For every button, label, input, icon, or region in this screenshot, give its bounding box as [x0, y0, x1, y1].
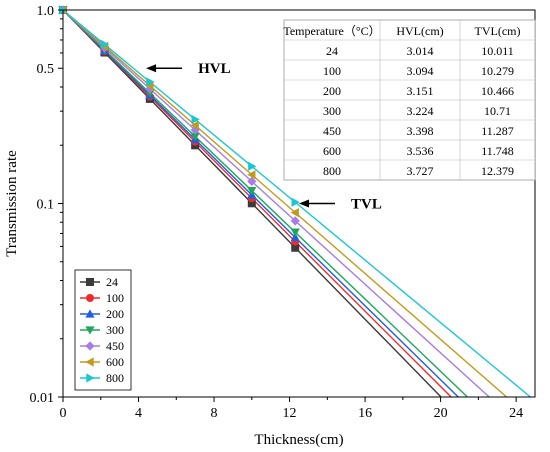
table-cell: 800	[323, 164, 341, 178]
series-line-450	[62, 9, 490, 398]
x-tick-label: 16	[358, 406, 372, 421]
table-cell: 200	[323, 84, 341, 98]
data-point-800-4	[248, 161, 257, 171]
table-header-cell: TVL(cm)	[475, 24, 521, 38]
legend-label-450: 450	[106, 339, 124, 353]
table-cell: 3.151	[407, 84, 434, 98]
table-cell: 600	[323, 144, 341, 158]
table-cell: 10.279	[481, 64, 514, 78]
data-point-600-3	[190, 120, 199, 130]
series-markers	[58, 5, 300, 252]
table-cell: 3.224	[407, 104, 434, 118]
series-line-600	[62, 9, 508, 398]
x-tick-label: 4	[135, 406, 142, 421]
table-header-cell: Temperature（°C）	[283, 24, 380, 38]
table-cell: 100	[323, 64, 341, 78]
legend-marker-800	[86, 373, 95, 383]
data-point-600-4	[247, 170, 256, 180]
legend-label-100: 100	[106, 291, 124, 305]
y-tick-label: 0.1	[37, 198, 55, 213]
x-tick-label: 12	[283, 406, 297, 421]
data-point-300-4	[247, 186, 257, 196]
y-axis-title: Transmission rate	[4, 150, 20, 257]
y-tick-label: 0.01	[30, 391, 55, 406]
table-cell: 12.379	[481, 164, 514, 178]
x-tick-label: 24	[509, 406, 523, 421]
data-point-450-4	[247, 176, 257, 187]
data-point-450-5	[290, 216, 300, 226]
data-point-24-4	[247, 199, 256, 208]
table-cell: 10.011	[481, 44, 514, 58]
series-line-300	[62, 9, 468, 398]
table-cell: 10.466	[481, 84, 514, 98]
data-point-800-3	[191, 114, 200, 125]
legend-marker-100	[86, 294, 94, 302]
legend-label-300: 300	[106, 323, 124, 337]
legend-marker-24	[86, 278, 94, 286]
data-point-300-5	[290, 228, 300, 237]
annotation-arrowhead	[146, 64, 157, 73]
data-point-800-2	[146, 77, 155, 87]
legend-label-24: 24	[106, 275, 118, 289]
data-point-200-5	[290, 232, 300, 242]
data-point-300-2	[145, 89, 155, 98]
table-cell: 3.536	[407, 144, 434, 158]
data-point-800-5	[291, 197, 300, 207]
table-cell: 11.748	[481, 144, 514, 158]
table-cell: 10.71	[484, 104, 511, 118]
legend: 24 100 200 300 450 600 800	[74, 269, 132, 391]
annotation-hvl: HVL	[198, 61, 231, 77]
series-line-200	[62, 9, 459, 398]
legend-marker-450	[85, 341, 95, 351]
annotation-tvl: TVL	[351, 197, 382, 213]
table-cell: 11.287	[481, 124, 514, 138]
annotations: HVL TVL	[146, 61, 382, 213]
legend-label-800: 800	[106, 371, 124, 385]
table-cell: 3.014	[407, 44, 434, 58]
y-tick-label: 0.5	[37, 62, 55, 77]
data-point-800-1	[100, 39, 110, 49]
table-cell: 300	[323, 104, 341, 118]
y-axis: 1.0 0.5 0.1 0.01	[30, 4, 63, 406]
data-table: Temperature（°C） HVL(cm) TVL(cm) 24 3.014 10.0…	[283, 19, 536, 181]
table-cell: 3.094	[407, 64, 434, 78]
x-tick-label: 8	[211, 406, 218, 421]
x-axis-title: Thickness(cm)	[254, 432, 343, 448]
y-tick-label: 1.0	[37, 4, 55, 19]
data-point-300-3	[190, 132, 200, 142]
x-axis: 0 4 8 12 16 20 24	[60, 397, 523, 421]
data-point-600-5	[290, 207, 299, 218]
legend-label-600: 600	[106, 355, 124, 369]
legend-marker-200	[85, 309, 95, 318]
table-cell: 3.727	[407, 164, 434, 178]
x-tick-label: 0	[60, 406, 67, 421]
table-header-cell: HVL(cm)	[396, 24, 443, 38]
table-cell: 450	[323, 124, 341, 138]
legend-label-200: 200	[106, 307, 124, 321]
data-point-24-5	[291, 243, 300, 252]
legend-marker-300	[85, 326, 95, 335]
table-cell: 3.398	[407, 124, 434, 138]
annotation-arrowhead	[299, 199, 309, 208]
table-cell: 24	[326, 44, 338, 58]
x-tick-label: 20	[434, 406, 448, 421]
legend-marker-600	[85, 357, 94, 367]
series-line-100	[62, 9, 452, 398]
